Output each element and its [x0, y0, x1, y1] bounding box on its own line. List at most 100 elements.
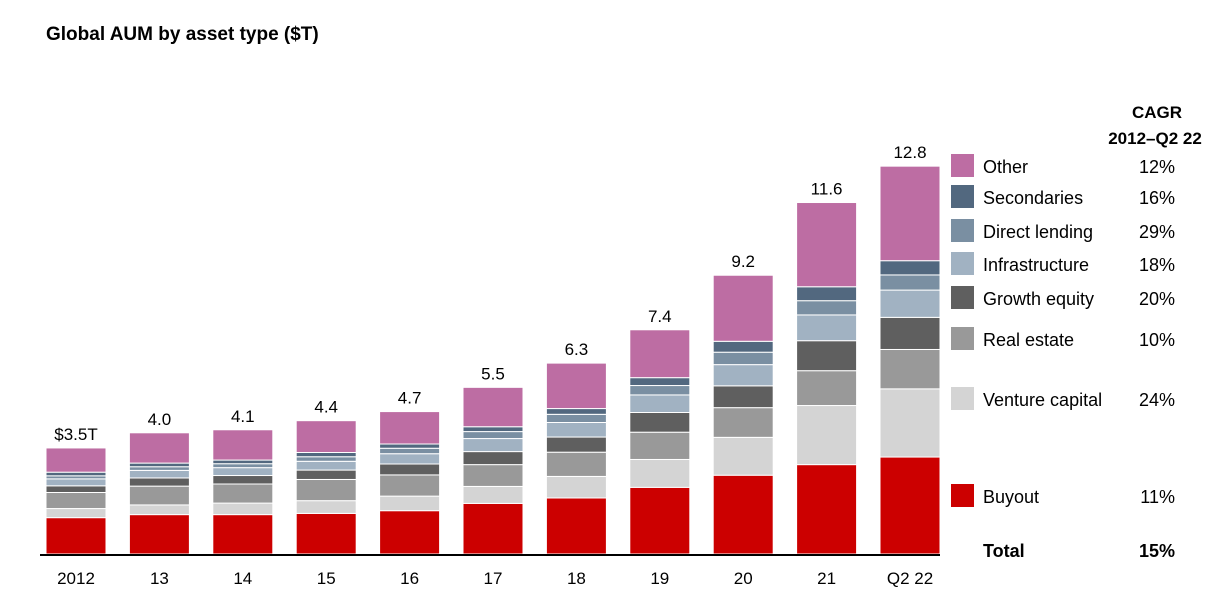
bar-segment-real-estate-21 [796, 370, 858, 407]
bar-segment-infrastructure-2012 [45, 478, 107, 487]
x-tick-label: 21 [817, 569, 836, 588]
bar-segment-direct-lending-14 [212, 463, 274, 469]
bar-segment-other-20 [712, 274, 774, 342]
bar-segment-real-estate-20 [712, 407, 774, 438]
bar-segment-other-16 [379, 411, 441, 445]
bar-segment-other-13 [128, 432, 190, 464]
bar-segment-real-estate-q2-22 [879, 348, 941, 390]
bar-segment-infrastructure-q2-22 [879, 289, 941, 318]
bars-group [45, 165, 941, 555]
legend-label-infrastructure: Infrastructure [983, 255, 1089, 275]
bar-segment-growth-equity-19 [629, 411, 691, 433]
bar-segment-infrastructure-15 [295, 460, 357, 471]
bar-segment-direct-lending-18 [545, 413, 607, 423]
bar-segment-real-estate-18 [545, 451, 607, 477]
bar-segment-venture-capital-18 [545, 475, 607, 499]
chart-title: Global AUM by asset type ($T) [46, 24, 319, 45]
total-label: $3.5T [54, 425, 97, 444]
bar-segment-secondaries-19 [629, 377, 691, 387]
total-label: 5.5 [481, 364, 505, 383]
legend-label-buyout: Buyout [983, 487, 1039, 507]
bar-segment-venture-capital-19 [629, 458, 691, 488]
bar-segment-other-19 [629, 329, 691, 379]
bar-segment-direct-lending-13 [128, 466, 190, 471]
bar-segment-growth-equity-20 [712, 385, 774, 409]
bar-segment-other-21 [796, 202, 858, 288]
x-tick-label: 2012 [57, 569, 95, 588]
bar-segment-buyout-2012 [45, 517, 107, 555]
bar-segment-buyout-q2-22 [879, 456, 941, 555]
bar-segment-direct-lending-21 [796, 300, 858, 316]
total-label: 4.1 [231, 407, 255, 426]
bar-segment-direct-lending-15 [295, 456, 357, 462]
bar-segment-infrastructure-21 [796, 314, 858, 342]
total-label: 4.0 [148, 410, 172, 429]
legend-swatch-buyout [951, 484, 974, 507]
bar-segment-venture-capital-13 [128, 504, 190, 516]
x-tick-label: 20 [734, 569, 753, 588]
bar-segment-buyout-14 [212, 514, 274, 555]
legend-cagr-other: 12% [1139, 157, 1175, 177]
legend-swatch-growth-equity [951, 286, 974, 309]
bar-segment-buyout-13 [128, 514, 190, 555]
bar-segment-infrastructure-20 [712, 364, 774, 387]
bar-segment-growth-equity-2012 [45, 485, 107, 493]
legend: Buyout 11% Venture capital 24% Real estate 10… [951, 154, 1175, 507]
legend-label-venture-capital: Venture capital [983, 390, 1102, 410]
bar-segment-infrastructure-16 [379, 453, 441, 465]
legend-label-growth-equity: Growth equity [983, 289, 1094, 309]
bar-segment-other-2012 [45, 447, 107, 473]
bar-segment-other-17 [462, 386, 524, 428]
legend-cagr-secondaries: 16% [1139, 188, 1175, 208]
legend-label-direct-lending: Direct lending [983, 222, 1093, 242]
bar-segment-real-estate-2012 [45, 491, 107, 510]
bar-segment-secondaries-18 [545, 408, 607, 415]
bar-segment-other-15 [295, 420, 357, 453]
bar-segment-secondaries-17 [462, 426, 524, 433]
bar-segment-buyout-20 [712, 474, 774, 555]
bar-segment-infrastructure-17 [462, 438, 524, 453]
bar-segment-venture-capital-2012 [45, 508, 107, 519]
x-tick-label: 17 [484, 569, 503, 588]
legend-cagr-real-estate: 10% [1139, 330, 1175, 350]
bar-segment-secondaries-20 [712, 340, 774, 353]
bar-segment-secondaries-q2-22 [879, 260, 941, 276]
bar-segment-secondaries-21 [796, 286, 858, 302]
bar-segment-growth-equity-17 [462, 451, 524, 466]
bar-segment-secondaries-15 [295, 451, 357, 458]
bar-segment-venture-capital-16 [379, 495, 441, 512]
legend-swatch-real-estate [951, 327, 974, 350]
legend-label-secondaries: Secondaries [983, 188, 1083, 208]
bar-segment-other-18 [545, 362, 607, 410]
bar-segment-infrastructure-19 [629, 394, 691, 413]
bar-segment-venture-capital-20 [712, 436, 774, 476]
legend-swatch-secondaries [951, 185, 974, 208]
legend-total-label: Total [983, 541, 1025, 561]
bar-segment-secondaries-14 [212, 459, 274, 465]
bar-segment-direct-lending-16 [379, 447, 441, 455]
legend-cagr-growth-equity: 20% [1139, 289, 1175, 309]
bar-segment-buyout-16 [379, 510, 441, 555]
bar-segment-growth-equity-15 [295, 469, 357, 480]
x-tick-label: 13 [150, 569, 169, 588]
total-label: 12.8 [893, 143, 926, 162]
x-tick-label: 16 [400, 569, 419, 588]
legend-cagr-buyout: 11% [1140, 487, 1175, 507]
bar-segment-venture-capital-14 [212, 502, 274, 516]
bar-segment-direct-lending-q2-22 [879, 274, 941, 291]
bar-segment-direct-lending-19 [629, 385, 691, 396]
bar-segment-other-q2-22 [879, 165, 941, 262]
x-tick-label: 14 [233, 569, 252, 588]
bar-segment-growth-equity-21 [796, 340, 858, 372]
bar-segment-growth-equity-18 [545, 436, 607, 453]
bar-segment-infrastructure-14 [212, 467, 274, 477]
total-label: 4.4 [314, 398, 338, 417]
total-label: 6.3 [565, 340, 589, 359]
legend-swatch-direct-lending [951, 219, 974, 242]
legend-total-cagr: 15% [1139, 541, 1175, 561]
legend-swatch-venture-capital [951, 387, 974, 410]
x-tick-label: 18 [567, 569, 586, 588]
bar-segment-buyout-19 [629, 486, 691, 555]
bar-segment-venture-capital-15 [295, 500, 357, 514]
